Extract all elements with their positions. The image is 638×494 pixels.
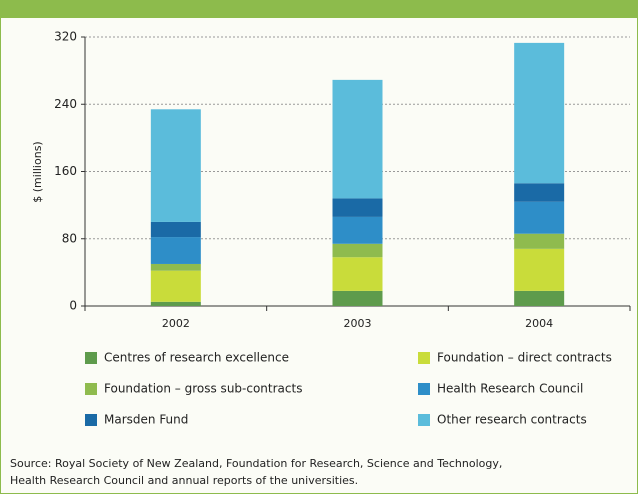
bar-segment: [332, 79, 383, 199]
x-tick-label: 2004: [525, 317, 553, 330]
source-note: Health Research Council and annual repor…: [10, 474, 358, 487]
x-tick-label: 2003: [344, 317, 372, 330]
legend-swatch: [418, 352, 430, 364]
bar-segment: [332, 216, 383, 244]
y-axis-label: $ (millions): [31, 141, 44, 202]
y-tick-label: 80: [62, 231, 77, 245]
legend-label: Foundation – gross sub-contracts: [104, 382, 302, 396]
bar-segment: [150, 237, 201, 264]
legend-swatch: [418, 414, 430, 426]
bar-segment: [514, 233, 565, 249]
bar-segment: [514, 248, 565, 291]
y-tick-label: 240: [54, 97, 77, 111]
y-tick-label: 160: [54, 164, 77, 178]
bar-segment: [150, 301, 201, 306]
legend-label: Other research contracts: [437, 413, 587, 427]
legend-label: Marsden Fund: [104, 413, 188, 427]
y-tick-label: 320: [54, 30, 77, 44]
x-tick-label: 2002: [162, 317, 190, 330]
legend-label: Centres of research excellence: [104, 351, 289, 365]
legend-swatch: [85, 414, 97, 426]
bar-segment: [514, 42, 565, 184]
bar-segment: [150, 263, 201, 271]
bar-segment: [150, 221, 201, 238]
bar-segment: [514, 201, 565, 234]
bar-segment: [514, 183, 565, 202]
legend-label: Health Research Council: [437, 382, 583, 396]
legend-swatch: [418, 383, 430, 395]
legend-label: Foundation – direct contracts: [437, 351, 612, 365]
source-note: Source: Royal Society of New Zealand, Fo…: [10, 457, 502, 470]
bar-segment: [514, 290, 565, 306]
bar-segment: [332, 257, 383, 291]
bar-segment: [150, 270, 201, 302]
y-tick-label: 0: [69, 299, 77, 313]
bar-segment: [332, 198, 383, 217]
bar-segment: [150, 109, 201, 222]
legend-swatch: [85, 383, 97, 395]
bar-segment: [332, 243, 383, 258]
bar-segment: [332, 290, 383, 306]
header-bar: [0, 0, 638, 18]
legend-swatch: [85, 352, 97, 364]
